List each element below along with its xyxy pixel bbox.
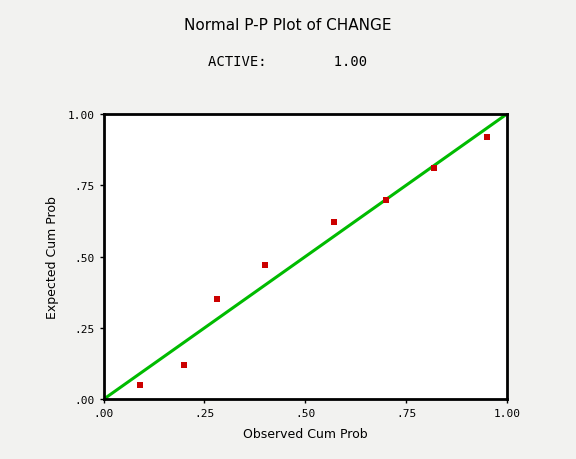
Text: ACTIVE:        1.00: ACTIVE: 1.00 (209, 55, 367, 69)
Text: Normal P-P Plot of CHANGE: Normal P-P Plot of CHANGE (184, 18, 392, 34)
Point (135, 381, 145, 389)
Point (482, 134, 491, 141)
X-axis label: Observed Cum Prob: Observed Cum Prob (243, 426, 367, 440)
Y-axis label: Expected Cum Prob: Expected Cum Prob (46, 196, 59, 319)
Point (381, 196, 391, 204)
Point (212, 296, 221, 303)
Point (329, 219, 338, 227)
Point (180, 362, 189, 369)
Point (260, 262, 270, 269)
Point (430, 165, 439, 173)
